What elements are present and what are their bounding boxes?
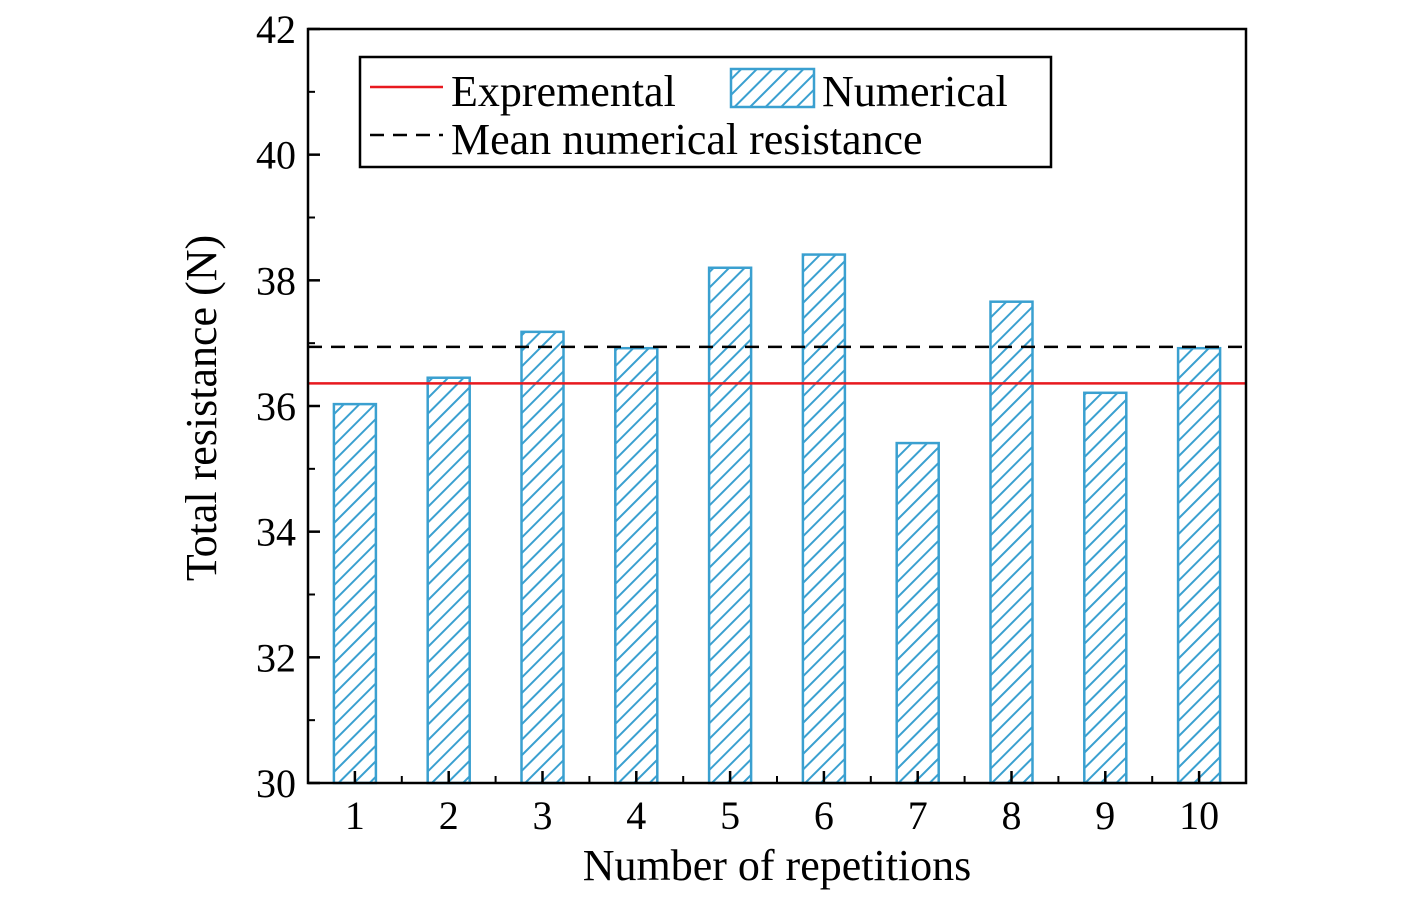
y-tick-label: 34	[256, 510, 296, 555]
x-tick-label: 5	[720, 793, 740, 838]
bar-8	[989, 300, 1034, 785]
x-tick-label: 1	[345, 793, 365, 838]
legend-box	[358, 55, 1053, 169]
reference-lines-layer	[308, 345, 1246, 385]
bar-9	[1083, 391, 1128, 785]
x-tick-label: 7	[908, 793, 928, 838]
legend-label-mean: Mean numerical resistance	[451, 115, 923, 164]
bars-layer	[332, 253, 1222, 785]
x-tick-label: 2	[439, 793, 459, 838]
y-tick-label: 38	[256, 258, 296, 303]
x-tick-label: 10	[1179, 793, 1219, 838]
bar-6	[801, 253, 847, 785]
x-tick-label: 6	[814, 793, 834, 838]
legend-swatch-numerical	[729, 67, 816, 109]
legend-label-expremental: Expremental	[451, 67, 676, 116]
y-tick-label: 36	[256, 384, 296, 429]
x-tick-label: 8	[1002, 793, 1022, 838]
bar-2	[426, 376, 471, 785]
x-tick-label: 4	[626, 793, 646, 838]
legend-label-numerical: Numerical	[822, 67, 1008, 116]
y-tick-label: 32	[256, 635, 296, 680]
x-tick-label: 3	[533, 793, 553, 838]
y-axis-title: Total resistance (N)	[177, 235, 226, 581]
bar-1	[332, 402, 378, 785]
legend: Expremental Numerical Mean numerical res…	[358, 55, 1053, 169]
y-tick-label: 40	[256, 133, 296, 178]
bar-3	[520, 330, 565, 785]
bar-5	[707, 266, 753, 785]
bar-7	[895, 441, 940, 785]
y-tick-label: 42	[256, 7, 296, 52]
x-tick-label: 9	[1095, 793, 1115, 838]
bar-10	[1176, 346, 1222, 785]
y-tick-label: 30	[256, 761, 296, 806]
x-axis-title: Number of repetitions	[583, 841, 972, 890]
bar-4	[614, 346, 659, 785]
